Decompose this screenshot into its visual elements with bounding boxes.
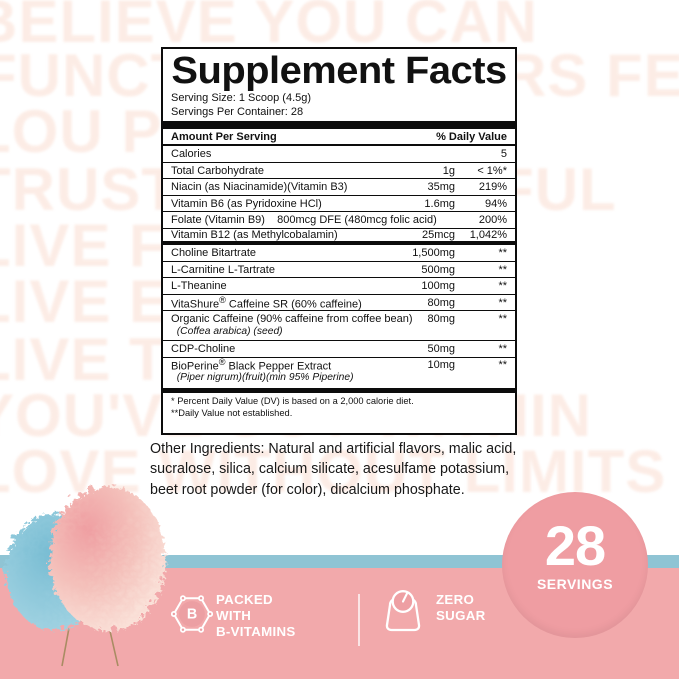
svg-text:B: B [187, 606, 197, 622]
